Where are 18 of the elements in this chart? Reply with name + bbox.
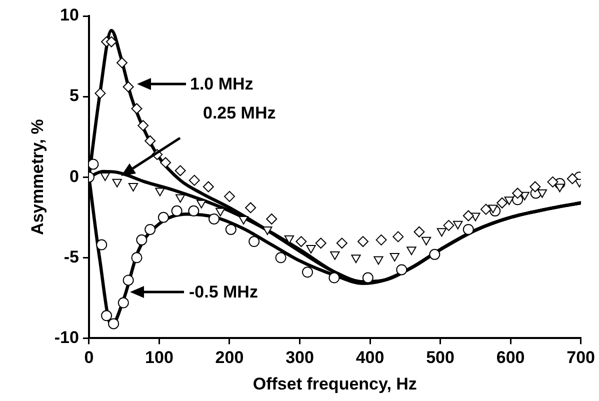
y-tick-label: 5	[70, 86, 79, 106]
x-tick-label: 300	[286, 348, 314, 368]
y-tick-label: -5	[64, 247, 79, 266]
x-tick-label: 600	[496, 348, 525, 368]
y-tick-label: 0	[70, 166, 79, 186]
x-tick-label: 400	[356, 348, 384, 368]
y-tick-label: 10	[60, 6, 79, 25]
x-tick-label: 700	[566, 348, 596, 368]
annotation: -0.5 MHz	[189, 282, 258, 302]
x-tick-label: 500	[426, 348, 454, 368]
x-axis-title: Offset frequency, Hz	[252, 374, 417, 394]
annotation: 0.25 MHz	[203, 104, 276, 122]
annotation: 1.0 MHz	[190, 74, 254, 94]
y-axis-title: Asymmetry, %	[28, 119, 47, 236]
x-tick-label: 200	[215, 348, 244, 368]
x-tick-label: 0	[84, 348, 94, 368]
x-tick-label: 100	[145, 348, 174, 368]
y-tick-label: -10	[54, 328, 79, 347]
